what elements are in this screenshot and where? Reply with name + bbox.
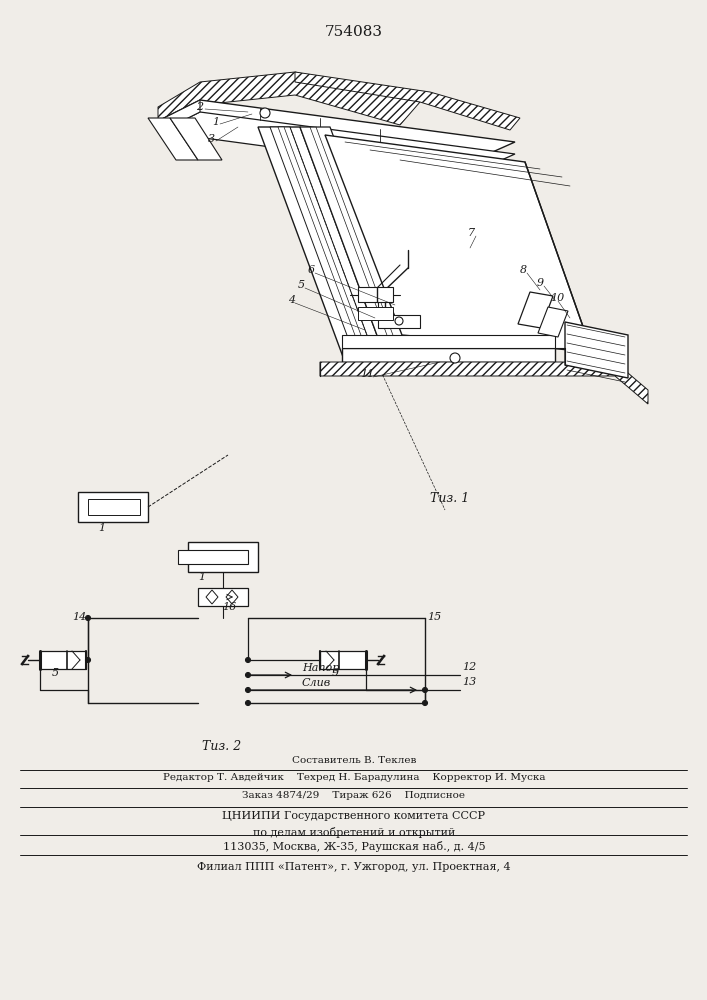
- Text: 1: 1: [98, 523, 105, 533]
- Polygon shape: [300, 127, 418, 365]
- Polygon shape: [258, 127, 388, 365]
- Polygon shape: [538, 307, 568, 337]
- Text: ЦНИИПИ Государственного комитета СССР: ЦНИИПИ Государственного комитета СССР: [223, 811, 486, 821]
- Polygon shape: [226, 590, 238, 604]
- Text: 11: 11: [360, 369, 374, 379]
- Circle shape: [86, 658, 90, 662]
- Polygon shape: [358, 307, 393, 320]
- Circle shape: [260, 108, 270, 118]
- Text: 14: 14: [72, 612, 86, 622]
- Polygon shape: [148, 118, 198, 160]
- Text: 6: 6: [308, 265, 315, 275]
- Polygon shape: [320, 651, 366, 669]
- Text: 754083: 754083: [325, 25, 383, 39]
- Polygon shape: [198, 588, 248, 606]
- Polygon shape: [270, 127, 378, 365]
- Text: 16: 16: [222, 602, 236, 612]
- Text: 15: 15: [427, 612, 441, 622]
- Circle shape: [423, 700, 428, 706]
- Text: Редактор Т. Авдейчик    Техред Н. Барадулина    Корректор И. Муска: Редактор Т. Авдейчик Техред Н. Барадулин…: [163, 773, 545, 782]
- Circle shape: [245, 688, 250, 692]
- Polygon shape: [565, 322, 628, 378]
- Text: 9: 9: [332, 668, 339, 678]
- Circle shape: [395, 317, 403, 325]
- Polygon shape: [518, 292, 553, 328]
- Text: 13: 13: [462, 677, 477, 687]
- Polygon shape: [160, 100, 200, 132]
- Text: Τиз. 1: Τиз. 1: [431, 492, 469, 505]
- Text: Напор: Напор: [302, 663, 339, 673]
- Circle shape: [423, 688, 428, 692]
- Text: 9: 9: [537, 278, 544, 288]
- Text: Заказ 4874/29    Тираж 626    Подписное: Заказ 4874/29 Тираж 626 Подписное: [243, 791, 465, 800]
- Text: 1: 1: [198, 572, 205, 582]
- Polygon shape: [342, 348, 555, 362]
- Text: 5: 5: [298, 280, 305, 290]
- Circle shape: [86, 615, 90, 620]
- Polygon shape: [325, 135, 592, 352]
- Polygon shape: [378, 315, 420, 328]
- Text: 4: 4: [288, 295, 295, 305]
- Circle shape: [245, 658, 250, 662]
- Text: Τиз. 2: Τиз. 2: [202, 740, 242, 753]
- Text: Составитель В. Теклев: Составитель В. Теклев: [292, 756, 416, 765]
- Text: 2: 2: [196, 102, 203, 112]
- Polygon shape: [188, 542, 258, 572]
- Polygon shape: [88, 499, 140, 515]
- Text: 113035, Москва, Ж-35, Раушская наб., д. 4/5: 113035, Москва, Ж-35, Раушская наб., д. …: [223, 841, 485, 852]
- Circle shape: [245, 700, 250, 706]
- Polygon shape: [320, 362, 648, 404]
- Text: 5: 5: [52, 668, 59, 678]
- Text: по делам изобретений и открытий: по делам изобретений и открытий: [253, 827, 455, 838]
- Polygon shape: [158, 72, 420, 130]
- Polygon shape: [178, 550, 248, 564]
- Polygon shape: [358, 287, 393, 302]
- Text: 12: 12: [462, 662, 477, 672]
- Text: 7: 7: [468, 228, 475, 238]
- Polygon shape: [342, 335, 555, 348]
- Text: 1: 1: [212, 117, 219, 127]
- Polygon shape: [40, 651, 86, 669]
- Polygon shape: [170, 118, 222, 160]
- Polygon shape: [206, 590, 218, 604]
- Text: 3: 3: [208, 134, 215, 144]
- Polygon shape: [160, 112, 515, 174]
- Polygon shape: [78, 492, 148, 522]
- Text: Слив: Слив: [302, 678, 332, 688]
- Text: 10: 10: [550, 293, 564, 303]
- Polygon shape: [160, 100, 515, 162]
- Circle shape: [245, 672, 250, 678]
- Text: 8: 8: [520, 265, 527, 275]
- Text: Филиал ППП «Патент», г. Ужгород, ул. Проектная, 4: Филиал ППП «Патент», г. Ужгород, ул. Про…: [197, 862, 511, 872]
- Polygon shape: [278, 127, 372, 365]
- Polygon shape: [295, 72, 520, 130]
- Circle shape: [450, 353, 460, 363]
